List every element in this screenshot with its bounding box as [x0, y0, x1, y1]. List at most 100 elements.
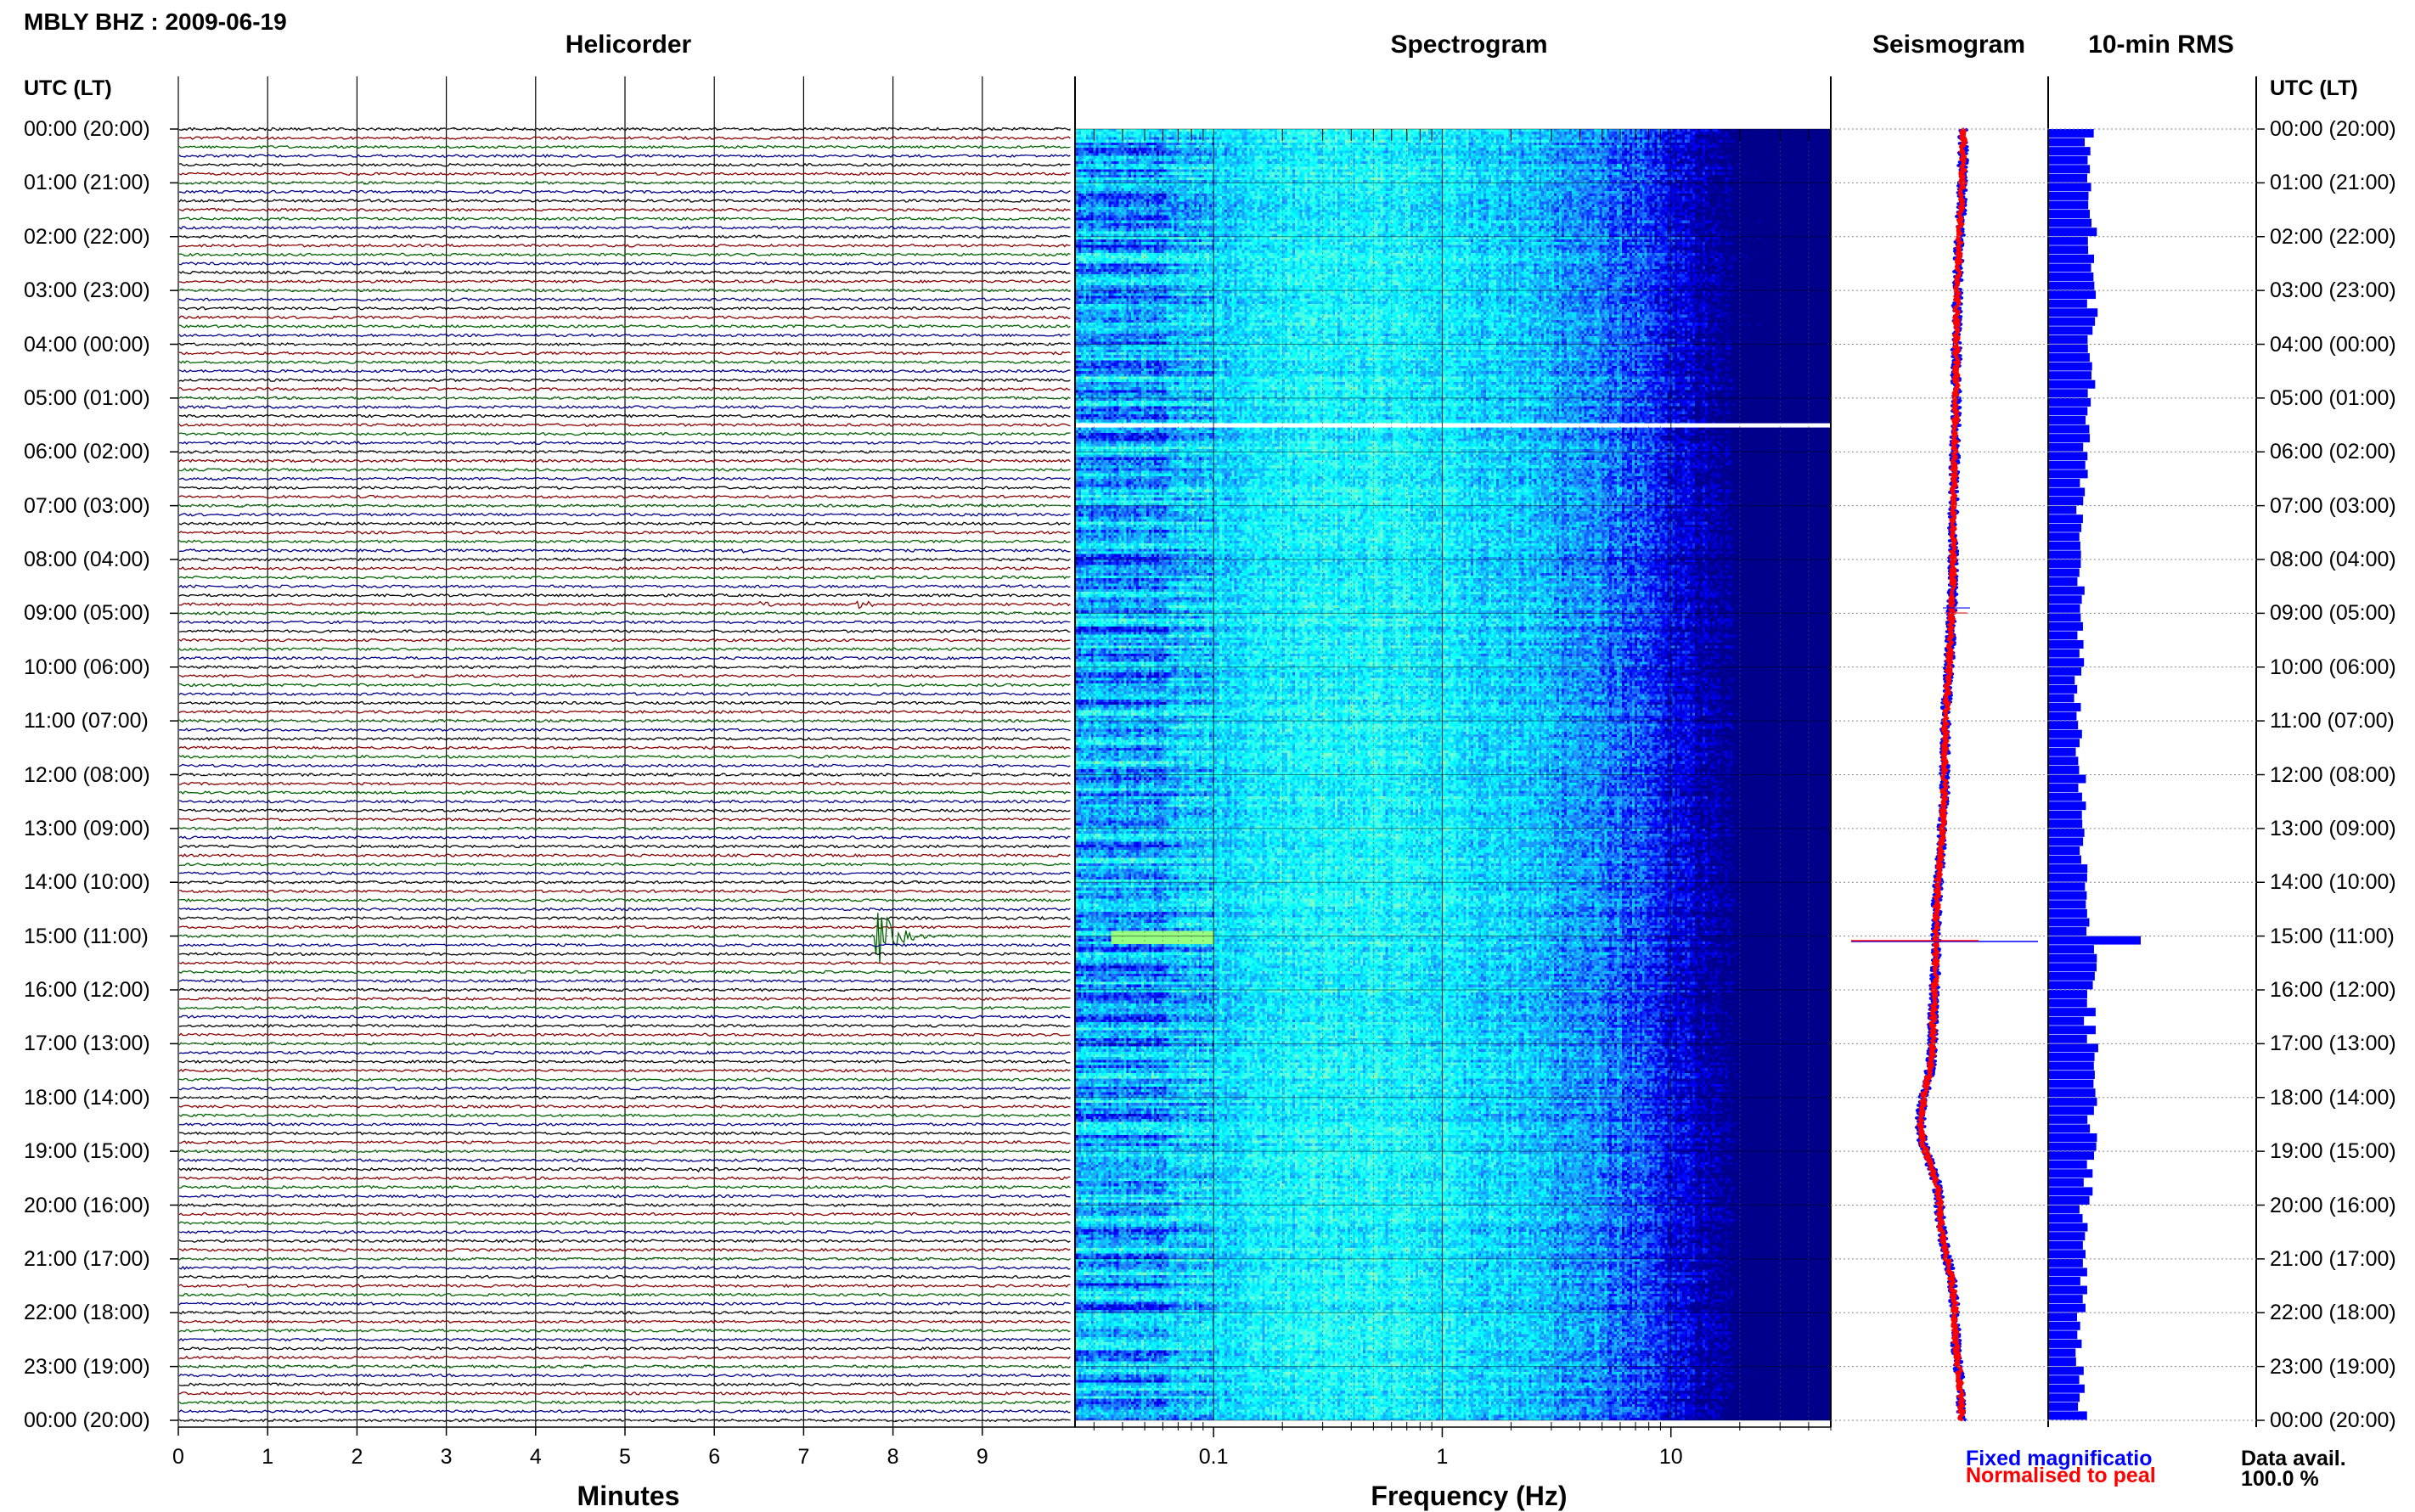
right-time-label: 22:00 (18:00) [2270, 1301, 2396, 1325]
rms-bar [2049, 1026, 2096, 1035]
rms-bar [2049, 416, 2086, 424]
right-time-label: 16:00 (12:00) [2270, 978, 2396, 1002]
right-time-label: 01:00 (21:00) [2270, 171, 2396, 195]
rms-bar [2049, 138, 2086, 147]
spectrogram-x-tick-label: 10 [1658, 1445, 1683, 1469]
helicorder-trace [178, 799, 1071, 804]
right-time-label: 11:00 (07:00) [2270, 709, 2395, 734]
rms-bar [2049, 334, 2088, 344]
left-time-label: 19:00 (15:00) [24, 1139, 150, 1164]
legend-normalised-to-peak: Normalised to peal [1966, 1464, 2156, 1487]
rms-bar [2049, 676, 2075, 685]
helicorder-trace [178, 261, 1071, 266]
rms-bar [2049, 1142, 2097, 1151]
right-time-label: 02:00 (22:00) [2270, 224, 2396, 249]
helicorder-trace [178, 539, 1071, 544]
rms-bar [2049, 245, 2089, 255]
rms-bar [2049, 1169, 2093, 1178]
helicorder-trace [178, 494, 1071, 499]
helicorder-trace [178, 1292, 1071, 1297]
rms-bar [2049, 1285, 2087, 1295]
rms-bar [2049, 559, 2081, 568]
right-time-label: 20:00 (16:00) [2270, 1193, 2396, 1217]
rms-bar [2049, 1195, 2090, 1205]
helicorder-trace [178, 647, 1071, 652]
right-time-label: 12:00 (08:00) [2270, 762, 2396, 787]
rms-bar [2049, 936, 2141, 945]
helicorder-trace [178, 1274, 1071, 1279]
rms-bar [2049, 1375, 2080, 1385]
right-time-label: 08:00 (04:00) [2270, 548, 2396, 571]
rms-title: 10-min RMS [2088, 31, 2234, 59]
rms-bar [2049, 281, 2095, 290]
helicorder-trace [178, 189, 1071, 194]
helicorder-x-tick-label: 7 [797, 1445, 810, 1469]
rms-bar [2049, 1205, 2080, 1214]
right-time-label: 13:00 (09:00) [2270, 816, 2396, 840]
rms-bar [2049, 945, 2094, 954]
rms-bar [2049, 774, 2086, 784]
rms-bar [2049, 1133, 2097, 1142]
data-availability-label: Data avail. [2241, 1447, 2346, 1470]
rms-bar [2049, 1214, 2083, 1223]
rms-bar [2049, 1411, 2087, 1420]
rms-bar [2049, 846, 2080, 855]
spectrogram-x-tick-label: 1 [1436, 1445, 1449, 1469]
helicorder-trace [178, 584, 1071, 589]
helicorder-trace [178, 1122, 1071, 1127]
rms-bar [2049, 353, 2090, 363]
helicorder-trace [178, 512, 1071, 517]
helicorder-trace [178, 1239, 1071, 1244]
rms-bar [2049, 1393, 2080, 1402]
helicorder-trace [178, 171, 1071, 177]
helicorder-trace [178, 199, 1071, 203]
helicorder-trace [178, 1158, 1071, 1163]
rms-bar [2049, 326, 2093, 335]
rms-bar [2049, 362, 2092, 371]
right-time-label: 07:00 (03:00) [2270, 493, 2396, 518]
rms-bar [2049, 308, 2098, 318]
rms-bar [2049, 290, 2097, 300]
helicorder-trace [178, 638, 1071, 643]
helicorder-trace [178, 270, 1071, 275]
helicorder-trace [178, 781, 1071, 786]
left-time-label: 16:00 (12:00) [24, 978, 150, 1002]
right-time-label: 00:00 (20:00) [2270, 117, 2396, 141]
left-time-label: 23:00 (19:00) [24, 1354, 150, 1379]
rms-bar [2049, 1330, 2078, 1340]
helicorder-trace [178, 1184, 1071, 1189]
left-time-label: 06:00 (02:00) [24, 440, 150, 464]
left-time-label: 04:00 (00:00) [24, 332, 150, 357]
helicorder-trace [178, 736, 1071, 741]
helicorder-trace [178, 853, 1071, 858]
rms-bar [2049, 273, 2094, 281]
helicorder-trace [178, 1086, 1071, 1091]
helicorder-trace [178, 1176, 1071, 1181]
rms-bar [2049, 210, 2090, 219]
helicorder-trace [178, 1301, 1071, 1307]
rms-bar [2049, 1097, 2097, 1106]
rms-bar [2049, 173, 2087, 183]
helicorder-x-axis-title: Minutes [577, 1481, 680, 1511]
rms-bar [2049, 155, 2088, 165]
helicorder-trace [178, 1284, 1071, 1289]
right-time-label: 03:00 (23:00) [2270, 278, 2396, 303]
left-time-label: 10:00 (06:00) [24, 655, 150, 679]
rms-bar [2049, 183, 2091, 192]
rms-bar [2049, 469, 2088, 479]
helicorder-trace [178, 683, 1071, 688]
helicorder-trace [178, 297, 1071, 302]
helicorder-trace [178, 404, 1071, 409]
rms-bar [2049, 228, 2097, 237]
rms-bar [2049, 990, 2087, 998]
right-time-label: 14:00 (10:00) [2270, 870, 2396, 895]
rms-bar [2049, 1250, 2086, 1259]
helicorder-trace [178, 1015, 1071, 1020]
helicorder-trace [178, 817, 1071, 822]
helicorder-traces [178, 126, 1071, 1423]
helicorder-trace [178, 423, 1071, 427]
rms-bar [2049, 1071, 2095, 1080]
rms-bar [2049, 784, 2079, 793]
helicorder-trace [178, 862, 1071, 867]
rms-bar [2049, 721, 2079, 730]
